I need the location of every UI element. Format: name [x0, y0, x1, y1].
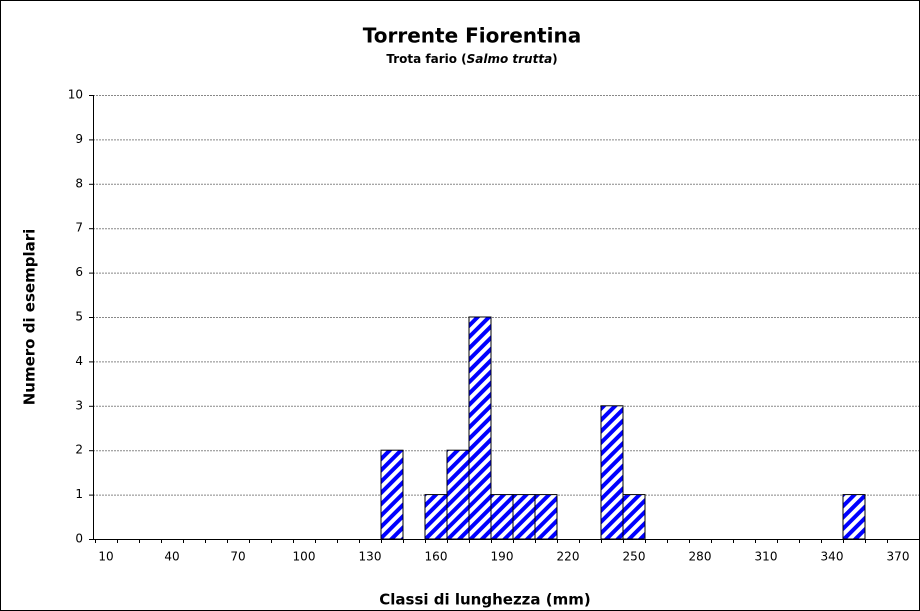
bar [490, 494, 514, 540]
y-axis-label: Numero di esemplari [21, 229, 39, 406]
chart-title: Torrente Fiorentina [363, 24, 581, 48]
y-tick-label: 0 [75, 532, 83, 546]
y-tick-label: 3 [75, 398, 83, 412]
x-tick-label: 220 [557, 550, 580, 564]
x-tick-label: 40 [164, 550, 179, 564]
y-tick-label: 4 [75, 354, 83, 368]
x-axis-label: Classi di lunghezza (mm) [379, 591, 590, 609]
bar [534, 494, 558, 540]
x-tick-label: 280 [689, 550, 712, 564]
bar [424, 494, 448, 540]
y-tick-label: 10 [68, 88, 83, 102]
y-tick-label: 6 [75, 265, 83, 279]
bar [622, 494, 646, 540]
x-tick-label: 100 [293, 550, 316, 564]
x-tick-label: 130 [359, 550, 382, 564]
y-tick-label: 9 [75, 132, 83, 146]
subtitle-part: Salmo trutta [467, 52, 553, 66]
x-tick-label: 370 [887, 550, 910, 564]
x-tick-label: 310 [755, 550, 778, 564]
y-tick-label: 5 [75, 310, 83, 324]
y-tick-label: 8 [75, 176, 83, 190]
bar [600, 405, 624, 540]
x-tick-label: 10 [98, 550, 113, 564]
bar [512, 494, 536, 540]
x-tick-label: 340 [821, 550, 844, 564]
bar [446, 449, 470, 540]
y-tick-label: 7 [75, 221, 83, 235]
x-tick-label: 190 [491, 550, 514, 564]
bar [380, 449, 404, 540]
chart-subtitle: Trota fario (Salmo trutta) [386, 52, 557, 66]
x-tick-label: 160 [425, 550, 448, 564]
bar [842, 494, 866, 540]
subtitle-part: ) [552, 52, 557, 66]
subtitle-part: Trota fario ( [386, 52, 466, 66]
bar [468, 316, 492, 540]
y-tick-label: 1 [75, 487, 83, 501]
x-tick-label: 70 [230, 550, 245, 564]
y-tick-label: 2 [75, 443, 83, 457]
x-tick-label: 250 [623, 550, 646, 564]
